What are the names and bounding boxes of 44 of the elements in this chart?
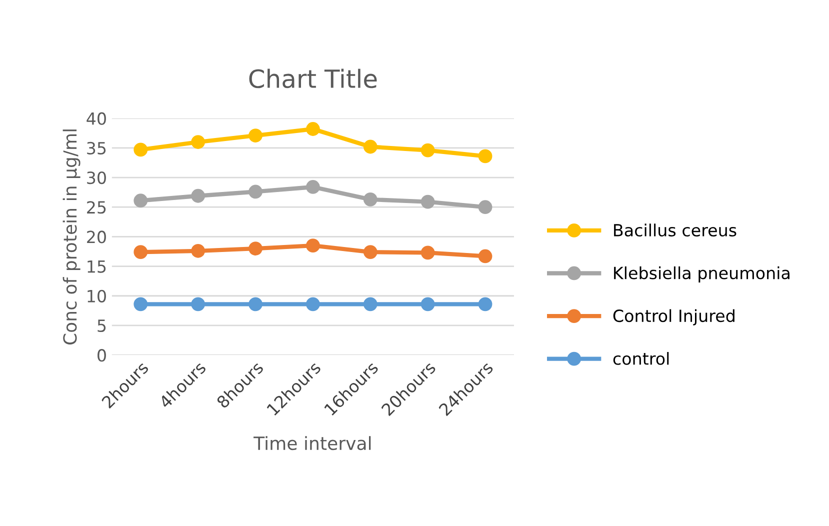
y-tick-label: 15 bbox=[88, 260, 106, 273]
point bbox=[478, 200, 492, 214]
y-tick-label: 30 bbox=[87, 171, 106, 184]
legend-label: Bacillus cereus bbox=[614, 224, 736, 237]
point bbox=[248, 242, 262, 256]
y-tick-label: 35 bbox=[87, 142, 106, 155]
point bbox=[478, 249, 492, 264]
y-tick-label: 10 bbox=[88, 290, 106, 302]
y-tick-label: 40 bbox=[86, 112, 106, 125]
legend-label: control bbox=[613, 352, 669, 365]
point bbox=[191, 297, 206, 312]
legend-label: Control Injured bbox=[613, 309, 734, 326]
point bbox=[478, 297, 492, 312]
y-tick-label: 5 bbox=[98, 320, 106, 332]
point bbox=[134, 142, 148, 157]
y-tick-label: 0 bbox=[98, 349, 106, 362]
point bbox=[306, 180, 320, 194]
x-axis-title: Time interval bbox=[254, 436, 371, 450]
y-tick-label: 20 bbox=[87, 230, 106, 244]
point bbox=[248, 297, 262, 312]
point bbox=[191, 188, 206, 203]
point bbox=[134, 245, 148, 260]
point bbox=[306, 122, 320, 136]
y-axis-title: Conc of protein in µg/ml bbox=[62, 130, 80, 345]
chart-title: Chart Title bbox=[249, 68, 377, 88]
point bbox=[306, 238, 320, 253]
point bbox=[363, 245, 378, 260]
point bbox=[420, 246, 435, 260]
point bbox=[134, 297, 148, 312]
point bbox=[420, 194, 435, 209]
point bbox=[248, 128, 262, 142]
point bbox=[191, 244, 206, 258]
y-tick-label: 25 bbox=[87, 201, 106, 214]
point bbox=[420, 143, 435, 158]
point bbox=[363, 192, 378, 206]
point bbox=[478, 149, 492, 164]
point bbox=[420, 297, 435, 312]
point bbox=[134, 194, 148, 208]
point bbox=[363, 140, 378, 154]
point bbox=[306, 297, 320, 312]
point bbox=[191, 135, 206, 149]
point bbox=[248, 184, 262, 199]
legend-label: Klebsiella pneumonia bbox=[614, 266, 790, 283]
point bbox=[363, 297, 378, 312]
